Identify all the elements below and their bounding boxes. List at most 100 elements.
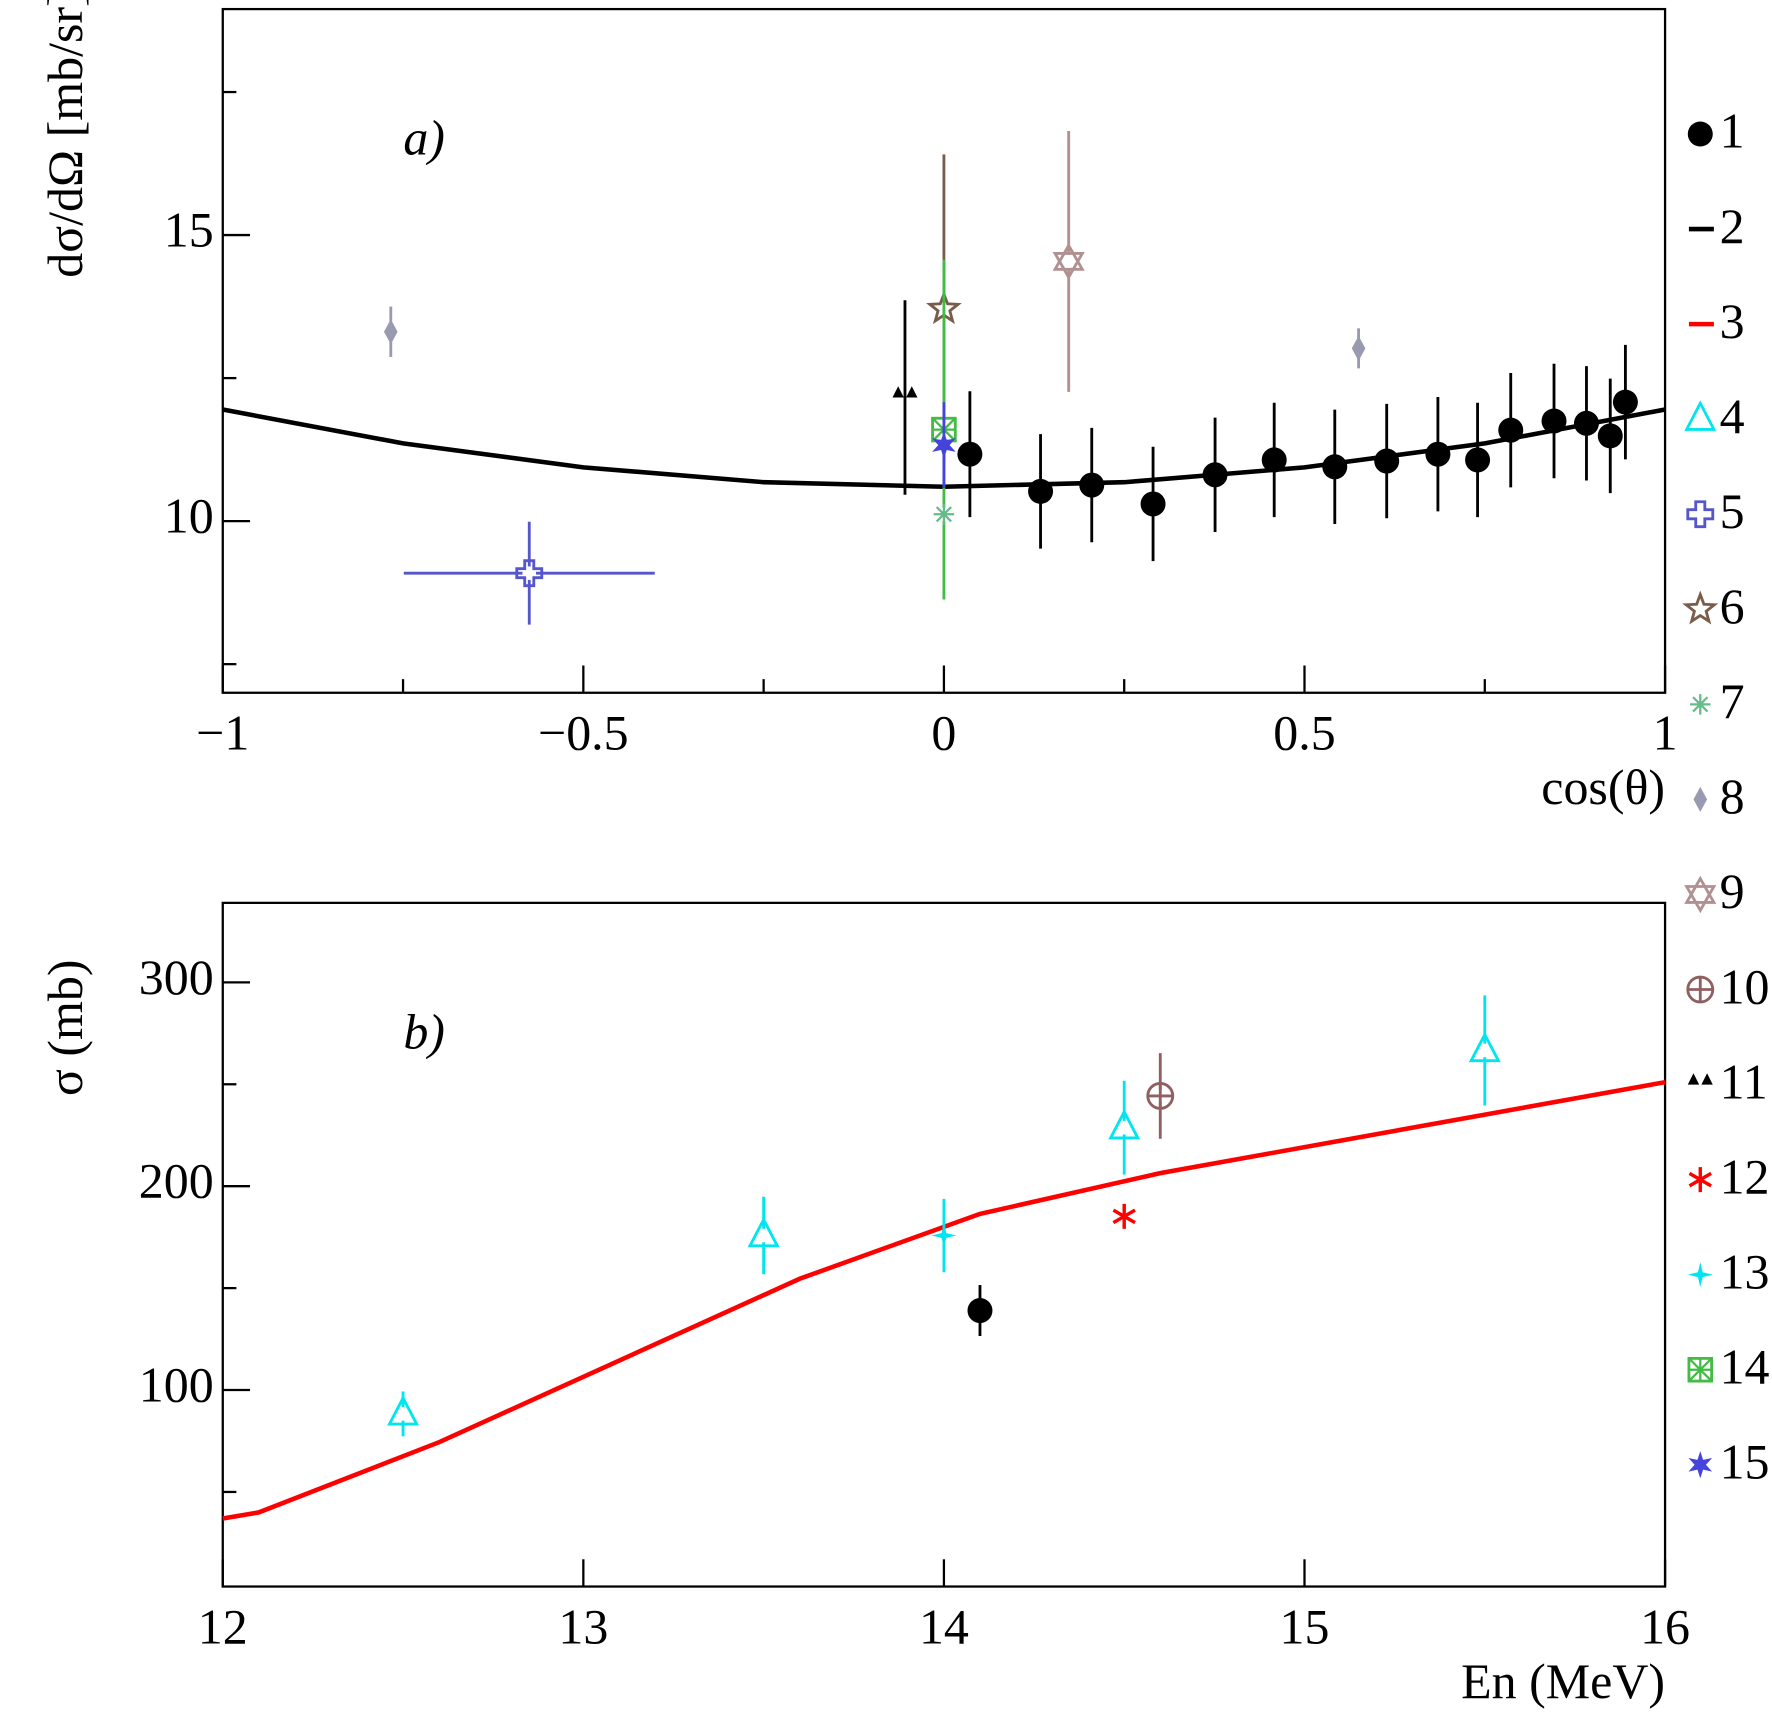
marker-part xyxy=(1147,1083,1173,1109)
legend-marker xyxy=(1684,875,1717,914)
x-tick-label: 12 xyxy=(198,1598,248,1654)
marker-part xyxy=(1052,252,1085,281)
data-point xyxy=(1351,335,1366,361)
marker-part xyxy=(957,441,983,467)
legend-label: 3 xyxy=(1720,293,1745,349)
data-point xyxy=(1425,441,1451,467)
y-tick-label: 300 xyxy=(139,949,214,1005)
data-point xyxy=(932,431,956,459)
marker-part xyxy=(1687,977,1713,1003)
marker-part xyxy=(931,1223,957,1248)
legend-label: 11 xyxy=(1720,1053,1768,1109)
marker-bg xyxy=(1117,1120,1132,1135)
marker-part xyxy=(1684,875,1717,904)
marker-part xyxy=(1322,454,1348,480)
data-point xyxy=(1052,242,1085,281)
marker-part xyxy=(1687,1073,1700,1085)
legend-label: 2 xyxy=(1720,198,1745,254)
legend-marker xyxy=(1686,500,1715,529)
marker-part xyxy=(1686,500,1715,529)
data-point xyxy=(1322,454,1348,480)
y-tick-label: 10 xyxy=(164,488,214,544)
marker-part xyxy=(1597,423,1623,449)
legend-label: 5 xyxy=(1720,483,1745,539)
legend-label: 13 xyxy=(1720,1243,1770,1299)
marker-part xyxy=(967,1298,993,1324)
marker-part xyxy=(515,559,544,588)
data-point xyxy=(383,319,398,345)
legend-label: 4 xyxy=(1720,388,1745,444)
legend-label: 1 xyxy=(1720,103,1745,159)
marker-part xyxy=(892,386,904,398)
y-tick-label: 100 xyxy=(139,1357,214,1413)
marker-part xyxy=(1688,1451,1713,1479)
legend-label: 9 xyxy=(1720,863,1745,919)
marker-part xyxy=(1468,1031,1501,1063)
data-point xyxy=(1612,389,1638,415)
legend-label: 12 xyxy=(1720,1148,1770,1204)
legend-label: 10 xyxy=(1720,958,1770,1014)
y-tick-label: 15 xyxy=(164,202,214,258)
marker-part xyxy=(1684,400,1717,431)
data-point xyxy=(1374,448,1400,474)
data-point xyxy=(1146,1081,1175,1110)
data-point xyxy=(933,504,955,525)
marker-part xyxy=(906,386,918,398)
curve xyxy=(222,1079,1666,1521)
legend-marker xyxy=(1693,786,1708,812)
marker-part xyxy=(1688,1167,1712,1193)
data-point xyxy=(1468,1031,1501,1063)
marker-bg xyxy=(396,1407,410,1421)
panel-label: b) xyxy=(403,1003,445,1059)
data-point xyxy=(387,1394,420,1426)
marker-bg xyxy=(1061,254,1076,269)
x-tick-label: 0 xyxy=(931,705,956,761)
legend-marker xyxy=(1686,975,1715,1004)
data-point xyxy=(892,386,918,398)
panel-label: a) xyxy=(403,110,445,166)
marker-part xyxy=(1687,121,1713,147)
x-tick-label: 13 xyxy=(558,1598,608,1654)
data-point xyxy=(747,1216,780,1248)
x-axis-label: cos(θ) xyxy=(1541,759,1665,815)
marker-bg xyxy=(756,1228,771,1243)
x-tick-label: −1 xyxy=(196,705,249,761)
marker-part xyxy=(1112,1203,1136,1229)
marker-part xyxy=(1425,441,1451,467)
marker-part xyxy=(387,1394,420,1426)
y-axis-label: σ (mb) xyxy=(37,960,93,1097)
marker-part xyxy=(1687,1262,1713,1288)
legend-marker xyxy=(1687,1073,1713,1085)
legend-marker xyxy=(1684,400,1717,431)
legend-label: 8 xyxy=(1720,768,1745,824)
marker-part xyxy=(1690,694,1711,715)
x-tick-label: 14 xyxy=(919,1598,969,1654)
data-point xyxy=(1465,447,1491,473)
marker-part xyxy=(1374,448,1400,474)
legend-label: 6 xyxy=(1720,578,1745,634)
x-tick-label: 1 xyxy=(1653,705,1678,761)
legend-label: 15 xyxy=(1720,1434,1770,1490)
marker-part xyxy=(747,1216,780,1248)
marker-part xyxy=(1701,1073,1713,1085)
marker-part xyxy=(1140,491,1166,517)
marker-part xyxy=(1688,1357,1713,1382)
marker-part xyxy=(1693,786,1708,812)
marker-part xyxy=(1351,335,1366,361)
legend-marker xyxy=(1690,694,1711,715)
data-point xyxy=(515,559,544,588)
marker-part xyxy=(1682,590,1719,625)
x-axis-label: En (MeV) xyxy=(1461,1653,1665,1709)
marker-part xyxy=(1684,885,1717,914)
legend-marker xyxy=(1687,1356,1714,1383)
marker-part xyxy=(932,431,956,459)
data-point xyxy=(1597,423,1623,449)
data-point xyxy=(967,1298,993,1324)
marker-bg xyxy=(1477,1043,1492,1058)
data-point xyxy=(1112,1203,1136,1229)
data-point xyxy=(957,441,983,467)
legend-marker xyxy=(1688,1451,1713,1479)
y-tick-label: 200 xyxy=(139,1153,214,1209)
marker-part xyxy=(933,504,955,525)
